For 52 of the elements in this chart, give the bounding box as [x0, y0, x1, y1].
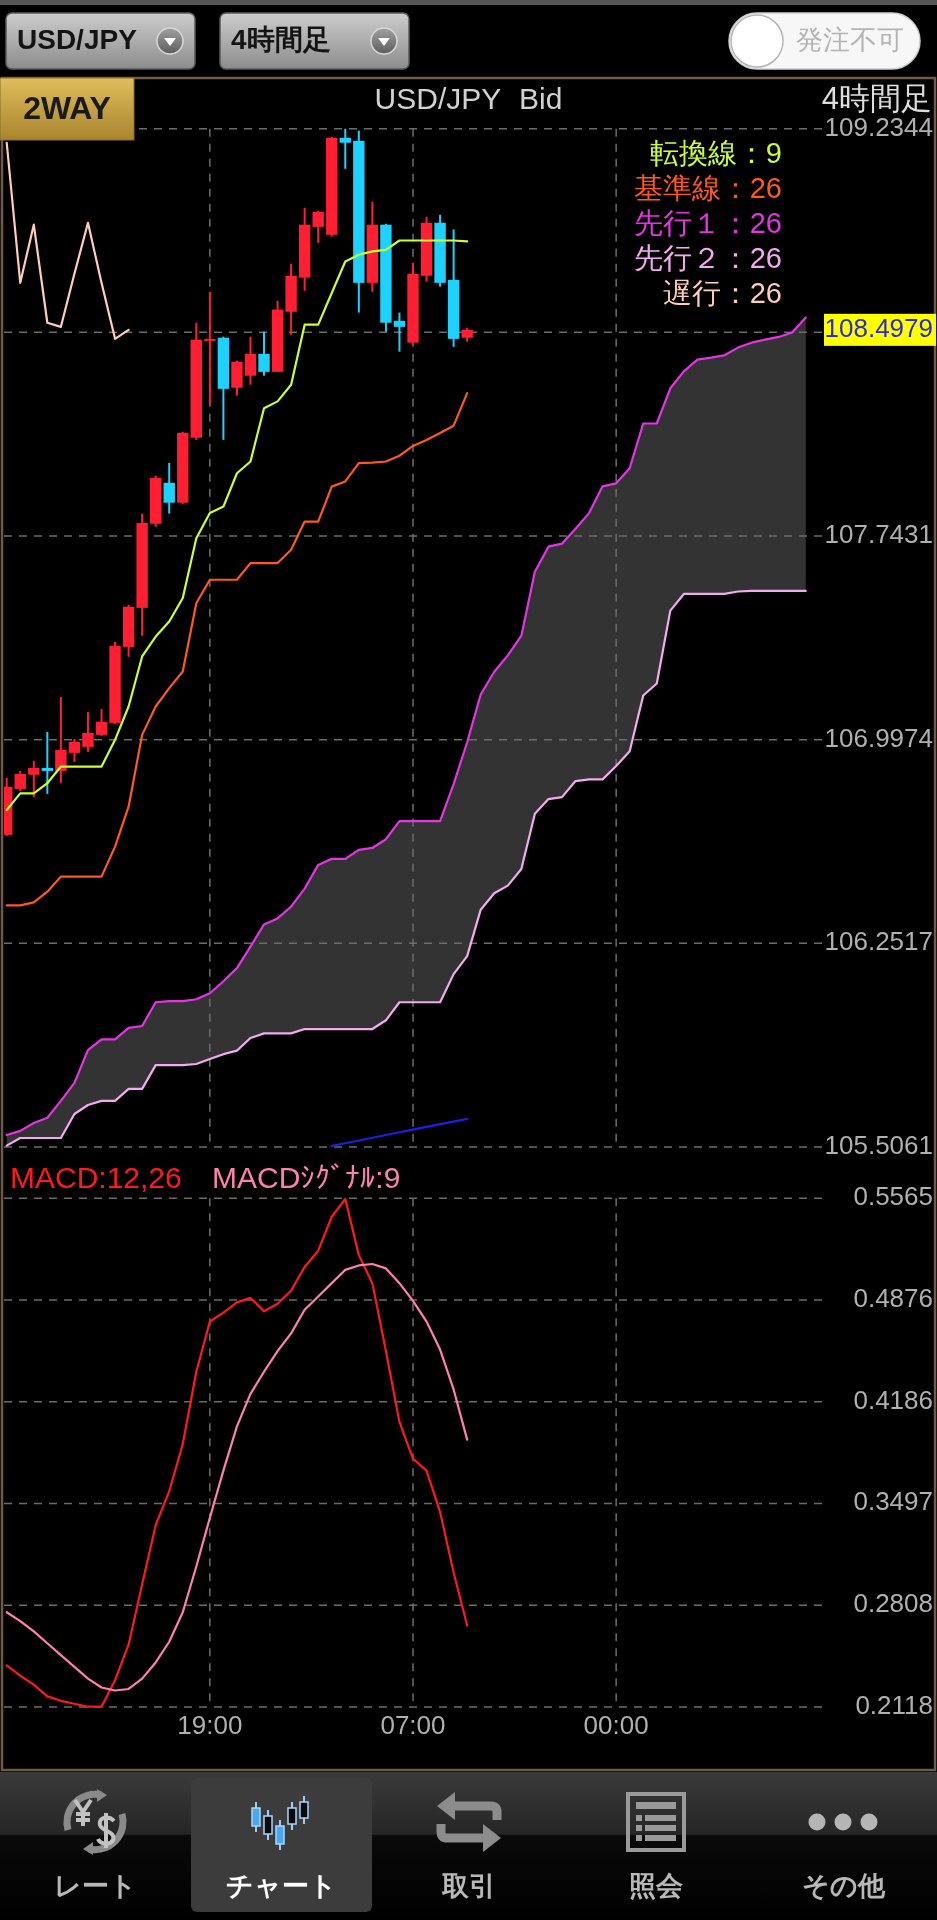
candlestick — [68, 737, 81, 763]
x-tick-label: 00:00 — [583, 1709, 649, 1740]
text: 基準線：26 — [633, 171, 782, 204]
text: 108.4979 — [824, 312, 933, 343]
y-tick-label: 105.5061 — [824, 1129, 933, 1160]
candlestick — [14, 769, 26, 792]
candlestick — [28, 759, 40, 798]
line-series — [5, 1262, 469, 1692]
text: 照会 — [629, 1871, 683, 1902]
chart-title: USD/JPY Bid — [374, 81, 563, 115]
candlestick — [244, 335, 257, 386]
text: 取引 — [441, 1871, 496, 1902]
dropdown: USD/JPY — [5, 12, 196, 70]
dropdown: 4時間足 — [219, 12, 410, 70]
text: 転換線：9 — [649, 136, 782, 169]
y-tick-label: 0.4876 — [853, 1282, 933, 1313]
candlestick — [258, 330, 270, 377]
line-series — [5, 1197, 469, 1708]
x-tick-label: 19:00 — [177, 1709, 243, 1740]
line-series — [330, 1117, 469, 1148]
line-series — [5, 392, 469, 907]
candlestick — [95, 707, 108, 737]
y-tick-label: 106.2517 — [824, 926, 933, 957]
y-tick-label: 107.7431 — [824, 518, 933, 549]
line-series — [5, 589, 807, 1147]
y-tick-label: 0.2808 — [853, 1588, 933, 1619]
text: 遅行：26 — [662, 276, 782, 309]
y-tick-label: 0.4186 — [853, 1384, 933, 1415]
y-tick-label: 0.2118 — [855, 1689, 933, 1720]
toggle-switch: 発注不可 — [728, 12, 921, 70]
candlestick — [82, 710, 94, 753]
line-series — [5, 239, 469, 812]
candlestick — [204, 290, 216, 406]
candlestick — [312, 209, 324, 244]
candlestick — [163, 461, 175, 515]
candlestick — [41, 730, 54, 795]
y-tick-label: 0.3497 — [853, 1486, 933, 1517]
candlestick — [339, 127, 351, 170]
y-tick-label: 0.5565 — [853, 1181, 933, 1212]
text: 先行１：26 — [633, 206, 782, 239]
text: レート — [53, 1871, 137, 1902]
y-tick-label: 106.9974 — [824, 722, 933, 753]
text: MACDｼｸﾞﾅﾙ:9 — [212, 1161, 401, 1195]
line-series — [5, 141, 130, 340]
text: その他 — [801, 1871, 886, 1902]
text: チャート — [225, 1871, 337, 1902]
candlestick — [55, 695, 67, 784]
x-tick-label: 07:00 — [380, 1709, 446, 1740]
candlestick — [393, 311, 406, 353]
button: 2WAY — [0, 77, 135, 141]
text: MACD:12,26 — [10, 1161, 182, 1195]
text: 先行２：26 — [633, 241, 782, 274]
